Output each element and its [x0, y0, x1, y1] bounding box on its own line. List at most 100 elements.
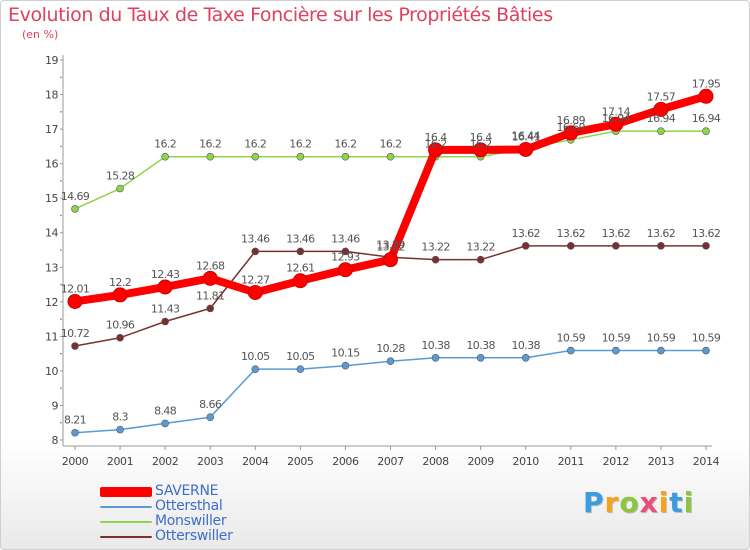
data-point-saverne: [608, 116, 624, 132]
data-point-ottersthal: [657, 346, 665, 355]
data-point-monswiller: [341, 152, 350, 161]
data-point-saverne: [112, 287, 128, 303]
data-label-saverne: 16.41: [511, 130, 540, 143]
logo-letter: i: [683, 486, 695, 519]
data-label-otterswiller: 13.62: [557, 227, 586, 240]
data-label-monswiller: 16.94: [647, 112, 676, 125]
y-tick-label: 12: [45, 296, 58, 309]
proxiti-logo: Proxiti: [583, 486, 694, 519]
data-label-ottersthal: 10.38: [421, 339, 450, 352]
data-point-otterswiller: [116, 333, 124, 342]
data-label-ottersthal: 10.38: [466, 339, 495, 352]
y-tick-label: 8: [52, 434, 59, 447]
y-tick-label: 9: [52, 399, 59, 412]
data-label-monswiller: 16.2: [244, 138, 266, 151]
data-label-ottersthal: 10.59: [602, 332, 631, 345]
data-label-ottersthal: 10.05: [286, 350, 315, 363]
data-label-monswiller: 16.94: [692, 112, 721, 125]
data-label-saverne: 12.68: [196, 259, 225, 272]
data-point-saverne: [698, 88, 714, 104]
data-label-monswiller: 16.2: [425, 138, 447, 151]
data-label-saverne: 12.2: [109, 276, 131, 289]
logo-letter: P: [583, 486, 605, 519]
y-tick-label: 19: [45, 54, 58, 67]
y-tick-label: 16: [45, 158, 58, 171]
logo-letter: o: [619, 486, 640, 519]
legend-label-saverne: SAVERNE: [155, 483, 219, 499]
y-minor-tick: [60, 318, 62, 320]
data-label-saverne: 16.4: [425, 131, 448, 144]
chart-title: Evolution du Taux de Taxe Foncière sur l…: [8, 4, 553, 26]
x-tick-label: 2010: [513, 455, 540, 468]
data-point-saverne: [337, 262, 353, 278]
data-label-ottersthal: 10.28: [376, 342, 405, 355]
data-label-saverne: 17.14: [602, 105, 631, 118]
y-tick-label: 10: [45, 365, 58, 378]
data-label-ottersthal: 8.48: [154, 404, 177, 417]
data-label-monswiller: 16.2: [470, 138, 492, 151]
data-label-monswiller: 16.2: [289, 138, 311, 151]
y-minor-tick: [60, 352, 62, 355]
data-label-otterswiller: 13.22: [421, 241, 450, 254]
data-label-otterswiller: 13.46: [286, 232, 315, 245]
data-label-monswiller: 16.2: [154, 138, 176, 151]
data-point-ottersthal: [296, 365, 305, 373]
data-point-monswiller: [386, 152, 395, 161]
logo-letter: x: [639, 486, 659, 519]
data-label-monswiller: 14.69: [61, 190, 90, 203]
data-label-ottersthal: 10.59: [647, 332, 676, 345]
x-tick-label: 2011: [558, 455, 584, 468]
data-point-saverne: [67, 293, 83, 309]
logo-letter: r: [604, 486, 620, 519]
data-point-saverne: [518, 141, 534, 157]
logo-letter: t: [669, 486, 684, 519]
data-point-otterswiller: [521, 242, 530, 250]
data-label-saverne: 12.61: [286, 262, 315, 275]
data-label-ottersthal: 10.05: [241, 350, 270, 363]
data-label-monswiller: 16.2: [334, 138, 356, 151]
data-label-otterswiller: 11.43: [151, 303, 180, 316]
x-tick-label: 2001: [107, 455, 133, 468]
data-label-saverne: 16.89: [557, 114, 586, 127]
data-point-saverne: [473, 142, 489, 158]
x-tick-label: 2014: [693, 455, 720, 468]
legend-label-otterswiller: Otterswiller: [155, 528, 233, 544]
data-label-monswiller: 16.69: [557, 121, 586, 134]
data-point-otterswiller: [296, 247, 305, 256]
data-label-otterswiller: 10.96: [106, 319, 135, 332]
data-point-saverne: [653, 101, 669, 117]
data-label-otterswiller: 13.46: [241, 232, 270, 245]
y-tick-label: 11: [45, 330, 58, 343]
data-point-saverne: [292, 273, 308, 289]
x-tick-label: 2000: [62, 455, 89, 468]
y-minor-tick: [60, 387, 62, 389]
data-label-saverne: 16.4: [470, 131, 493, 144]
data-label-otterswiller: 13.22: [466, 241, 495, 254]
data-point-ottersthal: [341, 361, 350, 370]
data-point-otterswiller: [431, 255, 440, 264]
data-label-ottersthal: 10.59: [692, 332, 721, 345]
x-tick-label: 2006: [332, 455, 359, 468]
data-point-monswiller: [206, 152, 215, 161]
data-label-ottersthal: 10.59: [557, 332, 586, 345]
data-point-otterswiller: [702, 242, 710, 250]
data-label-saverne: 13.22: [376, 241, 405, 254]
data-point-monswiller: [71, 205, 79, 213]
y-tick-label: 13: [45, 261, 58, 274]
data-point-ottersthal: [251, 365, 260, 373]
data-point-ottersthal: [431, 353, 440, 362]
logo-letter: i: [658, 486, 670, 519]
legend-swatch-otterswiller: [100, 536, 152, 538]
data-point-ottersthal: [521, 353, 530, 362]
data-point-ottersthal: [566, 346, 575, 355]
data-point-saverne: [563, 125, 579, 141]
data-label-saverne: 12.93: [331, 251, 360, 264]
data-label-saverne: 12.43: [151, 268, 180, 281]
chart-subtitle: (en %): [22, 28, 59, 41]
data-point-otterswiller: [71, 342, 79, 350]
data-label-monswiller: 16.94: [602, 112, 631, 125]
data-point-ottersthal: [206, 413, 215, 422]
data-label-ottersthal: 8.21: [64, 414, 86, 427]
legend-swatch-saverne: [100, 487, 152, 497]
